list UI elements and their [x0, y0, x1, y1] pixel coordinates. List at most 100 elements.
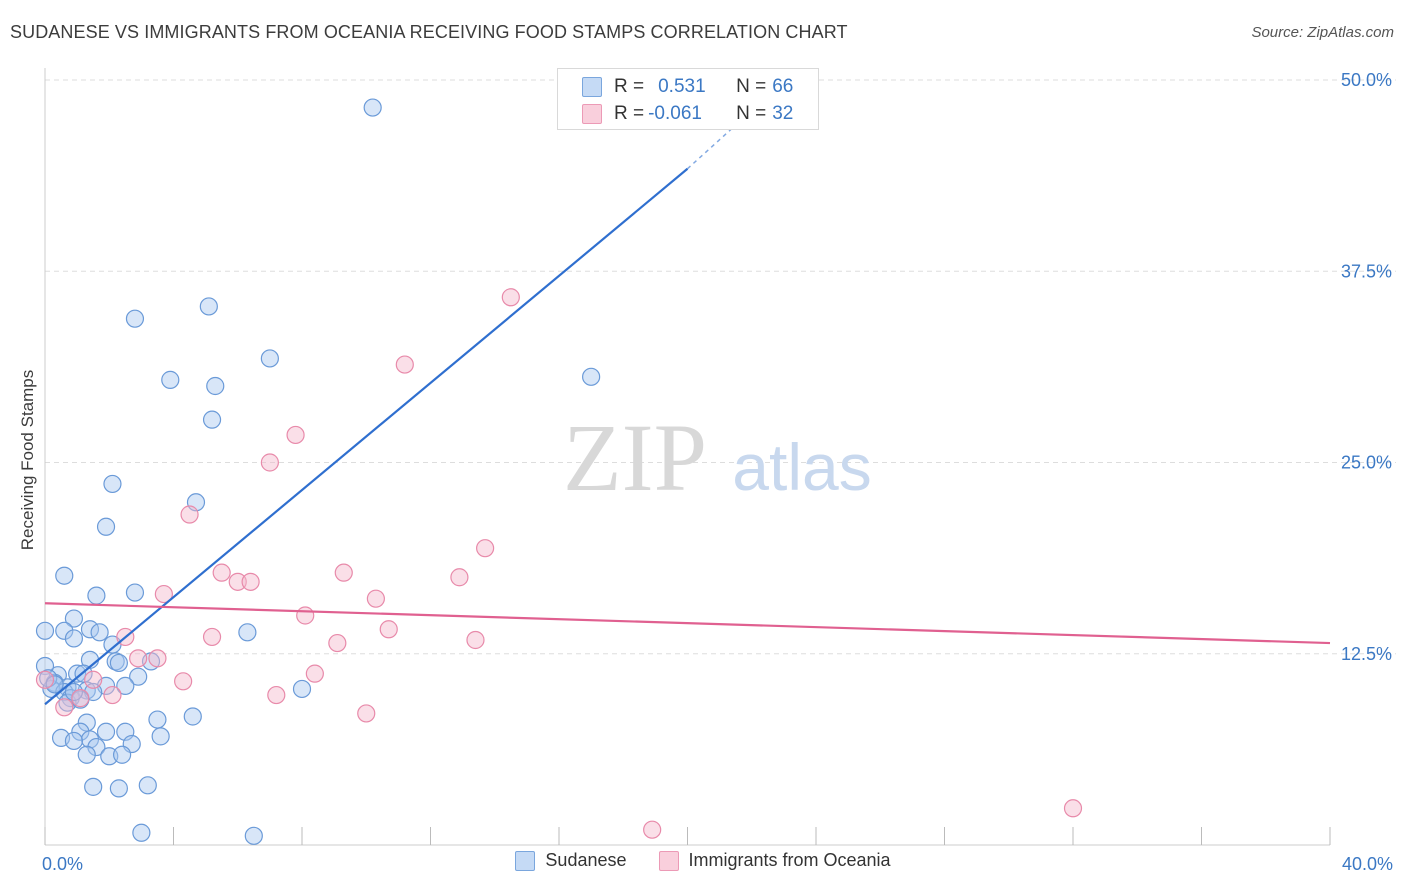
oceania-point [129, 649, 148, 668]
oceania-point [379, 620, 398, 639]
sudanese-point [582, 367, 601, 386]
legend-r-value: 0.531 [658, 76, 706, 97]
sudanese-point [151, 727, 170, 746]
sudanese-point [55, 621, 74, 640]
oceania-point [180, 505, 199, 524]
sudanese-point [125, 583, 145, 602]
oceania-point [1063, 799, 1083, 818]
legend-r-key: R = [614, 103, 645, 124]
x-tick-label: 40.0% [1342, 854, 1393, 874]
series-legend-sudanese: Sudanese [515, 850, 627, 871]
oceania-point [328, 633, 347, 653]
sudanese-point [244, 826, 263, 845]
sudanese-point [35, 621, 55, 640]
sudanese-point [202, 410, 222, 429]
sudanese-point [161, 370, 180, 389]
sudanese-point [363, 98, 382, 117]
oceania-point [334, 563, 353, 582]
sudanese-point [71, 722, 90, 741]
oceania-point [501, 288, 520, 307]
sudanese-point [129, 667, 148, 686]
oceania-point [174, 672, 193, 691]
sudanese-point [64, 629, 84, 648]
oceania-point [212, 563, 231, 582]
sudanese-point [45, 675, 64, 694]
sudanese-point [132, 823, 151, 842]
data-points [35, 98, 1083, 845]
source-label: Source: ZipAtlas.com [1251, 24, 1394, 41]
sudanese-point [109, 779, 128, 798]
sudanese-trend-line [44, 167, 689, 706]
sudanese-point [77, 745, 96, 764]
oceania-point [84, 670, 103, 689]
sudanese-point [96, 722, 116, 741]
gridlines [45, 79, 1396, 655]
oceania-point [296, 606, 315, 625]
oceania-point [476, 539, 495, 558]
sudanese-point [84, 777, 103, 796]
oceania-point [55, 698, 74, 717]
sudanese-point [116, 676, 135, 695]
legend-n-value: 66 [772, 76, 794, 97]
legend-row-sudanese: R = 0.531 N = 66 [582, 75, 793, 99]
oceania-point [366, 589, 385, 608]
oceania-point [267, 685, 286, 705]
series-label-oceania: Immigrants from Oceania [688, 850, 891, 870]
tick-labels: 12.5% 25.0% 37.5% 50.0% 0.0% 40.0% [42, 70, 1393, 874]
chart-title: SUDANESE VS IMMIGRANTS FROM OCEANIA RECE… [10, 22, 848, 42]
y-tick-label: 25.0% [1341, 453, 1392, 473]
oceania-point [71, 689, 90, 708]
sudanese-point [64, 731, 84, 751]
oceania-point [286, 425, 305, 445]
oceania-point [357, 704, 376, 723]
sudanese-point [55, 566, 74, 585]
legend-r-value: -0.061 [648, 103, 702, 124]
oceania-point [35, 670, 55, 689]
sudanese-point [87, 737, 106, 757]
series-label-sudanese: Sudanese [545, 850, 627, 870]
y-tick-label: 12.5% [1341, 644, 1392, 664]
stats-legend: R = 0.531 N = 66 R = -0.061 N = 32 [557, 68, 819, 130]
oceania-point [103, 685, 122, 705]
oceania-point [395, 355, 414, 374]
sudanese-point [148, 710, 167, 729]
sudanese-point [90, 623, 109, 642]
sudanese-point [292, 679, 312, 699]
legend-r-key: R = [614, 76, 645, 97]
legend-n-value: 32 [772, 103, 794, 124]
series-legend-oceania: Immigrants from Oceania [658, 850, 891, 871]
sudanese-point [206, 376, 225, 396]
oceania-point [228, 572, 247, 591]
oceania-point [305, 664, 324, 683]
series-swatch-sudanese [515, 850, 536, 871]
axes [44, 68, 1331, 846]
oceania-point [241, 572, 260, 591]
oceania-point [148, 649, 167, 668]
sudanese-point [138, 776, 157, 795]
sudanese-point [125, 309, 145, 328]
watermark-zip: ZIP [563, 404, 707, 511]
sudanese-point [112, 745, 132, 764]
oceania-trend-line [44, 602, 1331, 645]
sudanese-point [96, 517, 116, 536]
oceania-point [154, 584, 173, 604]
sudanese-point [68, 664, 87, 683]
sudanese-point [64, 609, 84, 628]
sudanese-point [109, 653, 128, 673]
y-tick-label: 50.0% [1341, 70, 1392, 90]
oceania-point [643, 820, 662, 839]
oceania-point [466, 630, 485, 650]
legend-row-oceania: R = -0.061 N = 32 [582, 102, 793, 126]
y-tick-label: 37.5% [1341, 261, 1392, 281]
watermark: ZIP atlas [563, 404, 872, 511]
sudanese-point [183, 707, 202, 726]
sudanese-point [199, 297, 218, 316]
legend-swatch-sudanese [582, 77, 602, 97]
x-tick-label: 0.0% [42, 854, 83, 874]
sudanese-point [238, 623, 257, 642]
legend-n-key: N = [736, 103, 767, 124]
oceania-point [202, 627, 222, 647]
oceania-point [260, 453, 279, 472]
sudanese-point [260, 349, 279, 368]
